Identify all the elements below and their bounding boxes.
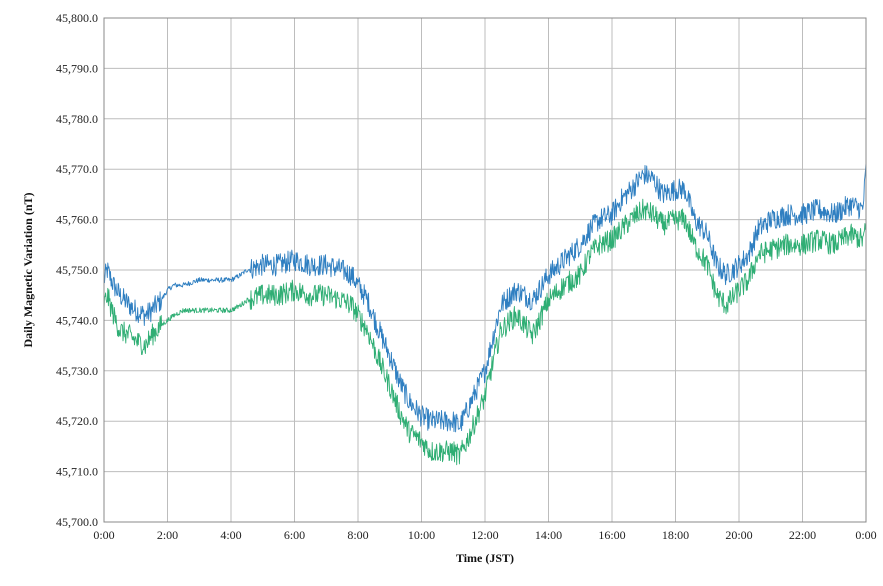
series-line-2 bbox=[103, 198, 867, 466]
x-axis-title: Time (JST) bbox=[456, 551, 514, 565]
y-tick-label: 45,780.0 bbox=[56, 112, 98, 126]
y-tick-label: 45,800.0 bbox=[56, 11, 98, 25]
x-tick-label: 6:00 bbox=[284, 528, 305, 542]
y-tick-label: 45,770.0 bbox=[56, 162, 98, 176]
x-tick-labels: 0:00 2:00 4:00 6:00 8:00 10:00 12:00 14:00 16:00… bbox=[93, 528, 876, 542]
x-tick-label: 4:00 bbox=[220, 528, 241, 542]
x-tick-label: 2:00 bbox=[157, 528, 178, 542]
x-tick-label: 14:00 bbox=[535, 528, 562, 542]
y-tick-label: 45,760.0 bbox=[56, 213, 98, 227]
x-tick-label: 18:00 bbox=[662, 528, 689, 542]
y-tick-label: 45,790.0 bbox=[56, 61, 98, 75]
y-tick-label: 45,740.0 bbox=[56, 313, 98, 327]
y-tick-label: 45,750.0 bbox=[56, 263, 98, 277]
x-tick-label: 22:00 bbox=[789, 528, 816, 542]
x-tick-label: 8:00 bbox=[347, 528, 368, 542]
x-tick-label: 16:00 bbox=[598, 528, 625, 542]
x-tick-label: 0:00 bbox=[855, 528, 876, 542]
y-tick-label: 45,710.0 bbox=[56, 465, 98, 479]
y-tick-label: 45,720.0 bbox=[56, 414, 98, 428]
y-axis-title: Daily Magnetic Variation (nT) bbox=[21, 192, 35, 347]
x-tick-label: 10:00 bbox=[408, 528, 435, 542]
x-tick-label: 0:00 bbox=[93, 528, 114, 542]
x-tick-label: 12:00 bbox=[471, 528, 498, 542]
x-tick-label: 20:00 bbox=[725, 528, 752, 542]
y-tick-label: 45,700.0 bbox=[56, 515, 98, 529]
plot-frame bbox=[103, 17, 867, 523]
y-tick-label: 45,730.0 bbox=[56, 364, 98, 378]
series-group bbox=[103, 163, 867, 466]
y-tick-labels: 45,700.0 45,710.0 45,720.0 45,730.0 45,740.0… bbox=[56, 11, 98, 529]
series-line-1 bbox=[103, 163, 867, 433]
